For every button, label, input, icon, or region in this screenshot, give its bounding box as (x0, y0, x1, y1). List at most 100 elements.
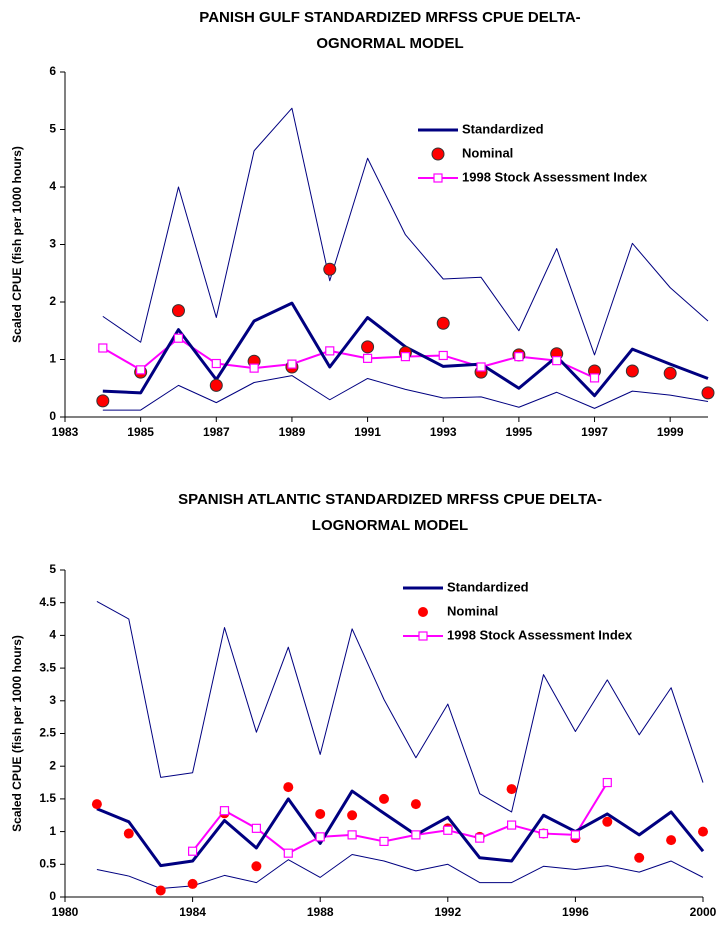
nominal-marker (506, 784, 517, 795)
y-tick-label: 0.5 (39, 856, 56, 870)
x-tick-label: 1984 (179, 905, 206, 919)
index-marker (443, 825, 453, 835)
x-tick-label: 1989 (279, 425, 306, 439)
index-marker (283, 848, 293, 858)
nominal-marker (634, 852, 645, 863)
nominal-marker (418, 607, 428, 617)
index-marker (211, 358, 221, 369)
series-line (96, 789, 705, 868)
nominal-marker (315, 808, 326, 819)
index-marker (315, 832, 325, 842)
series-line (102, 107, 709, 356)
index-marker (251, 823, 261, 833)
nominal-marker (91, 799, 102, 810)
legend-label: Standardized (447, 579, 529, 594)
nominal-marker (663, 366, 677, 380)
x-tick-label: 1993 (430, 425, 457, 439)
index-marker (400, 352, 411, 362)
y-tick-label: 4 (49, 628, 56, 642)
legend-label: Nominal (462, 145, 513, 160)
legend-label: 1998 Stock Assessment Index (447, 627, 633, 642)
y-tick-label: 0 (49, 409, 56, 423)
y-tick-label: 3.5 (39, 660, 56, 674)
chart-title: OGNORMAL MODEL (316, 35, 463, 52)
chart-title: LOGNORMAL MODEL (312, 517, 468, 534)
index-marker (188, 846, 198, 856)
y-tick-label: 1 (49, 352, 56, 366)
nominal-marker (361, 340, 375, 354)
y-axis-label: Scaled CPUE (fish per 1000 hours) (10, 146, 24, 343)
nominal-marker (602, 816, 613, 827)
nominal-marker (379, 793, 389, 804)
x-tick-label: 1997 (581, 425, 608, 439)
y-tick-label: 1 (49, 824, 56, 838)
index-marker (379, 836, 389, 847)
index-marker (589, 373, 600, 383)
nominal-marker (96, 394, 110, 408)
x-tick-label: 1995 (506, 425, 533, 439)
x-tick-label: 1992 (434, 905, 461, 919)
y-tick-label: 6 (49, 64, 56, 78)
nominal-marker (283, 782, 294, 793)
y-tick-label: 3 (49, 693, 56, 707)
x-tick-label: 1983 (52, 425, 79, 439)
index-marker (173, 333, 184, 343)
x-tick-label: 1999 (657, 425, 684, 439)
y-tick-label: 3 (49, 237, 56, 251)
x-tick-label: 1988 (307, 905, 334, 919)
y-tick-label: 4.5 (39, 595, 56, 609)
nominal-marker (187, 878, 198, 889)
legend-label: 1998 Stock Assessment Index (462, 169, 648, 184)
index-marker (136, 365, 146, 375)
index-marker (249, 363, 259, 373)
nominal-marker (323, 262, 337, 276)
nominal-marker (209, 378, 223, 392)
index-marker (433, 173, 443, 183)
series-line (102, 337, 595, 379)
nominal-marker (666, 835, 677, 846)
y-tick-label: 2 (49, 758, 56, 772)
legend-label: Standardized (462, 121, 544, 136)
index-marker (476, 362, 486, 372)
y-axis-label: Scaled CPUE (fish per 1000 hours) (10, 635, 24, 832)
nominal-marker (625, 364, 639, 378)
index-marker (438, 350, 448, 361)
index-marker (219, 806, 230, 816)
x-tick-label: 1987 (203, 425, 230, 439)
x-tick-label: 1996 (562, 905, 589, 919)
index-marker (418, 631, 428, 641)
index-marker (552, 356, 562, 366)
y-tick-label: 1.5 (39, 791, 56, 805)
index-marker (347, 830, 357, 840)
legend-label: Nominal (447, 603, 498, 618)
nominal-marker (698, 826, 708, 837)
index-marker (602, 777, 612, 788)
series-line (102, 375, 709, 411)
nominal-marker (701, 386, 715, 400)
x-tick-label: 1980 (52, 905, 79, 919)
x-tick-label: 2000 (690, 905, 717, 919)
chart-title: PANISH GULF STANDARDIZED MRFSS CPUE DELT… (199, 9, 580, 26)
x-tick-label: 1985 (127, 425, 154, 439)
series-line (96, 600, 704, 813)
index-marker (538, 828, 549, 839)
y-tick-label: 0 (49, 889, 56, 903)
index-marker (325, 346, 335, 356)
series-line (96, 853, 704, 889)
nominal-marker (155, 885, 166, 896)
index-marker (570, 830, 581, 840)
index-marker (411, 830, 421, 840)
nominal-marker (347, 810, 358, 821)
y-tick-label: 4 (49, 179, 56, 193)
x-tick-label: 1991 (354, 425, 381, 439)
nominal-marker (171, 304, 185, 318)
y-tick-label: 5 (49, 562, 56, 576)
nominal-marker (123, 828, 134, 839)
nominal-marker (251, 861, 262, 872)
nominal-marker (431, 147, 445, 161)
nominal-marker (410, 799, 421, 810)
chart-title: SPANISH ATLANTIC STANDARDIZED MRFSS CPUE… (178, 491, 602, 508)
nominal-marker (436, 316, 450, 330)
index-marker (98, 343, 108, 353)
